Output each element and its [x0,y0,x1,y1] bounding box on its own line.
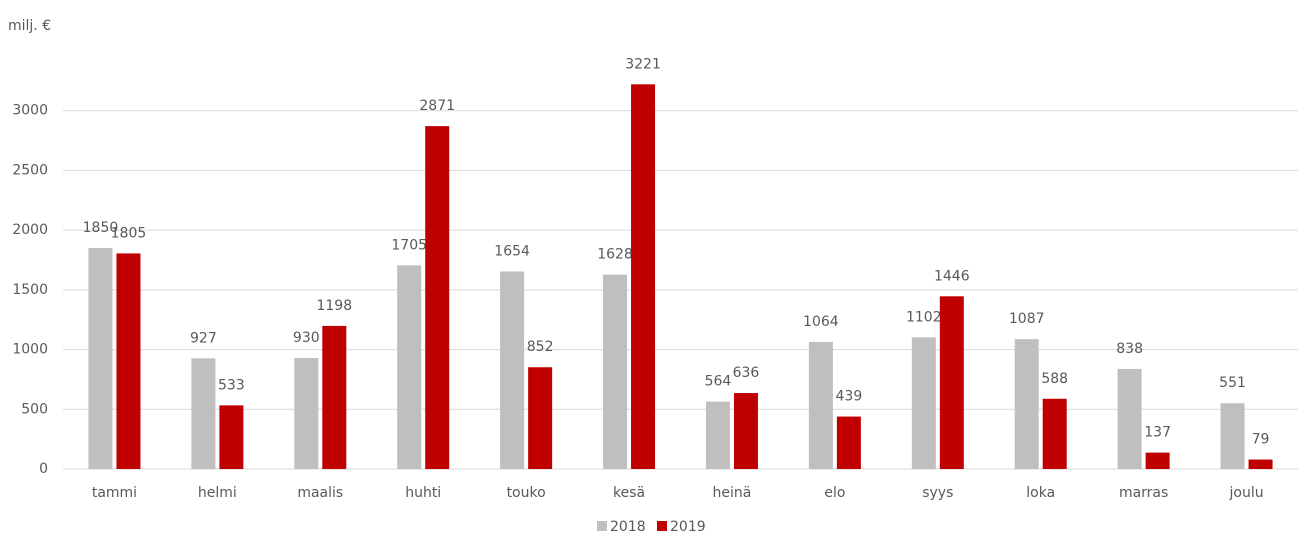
bar [219,405,244,469]
bar [733,393,758,469]
bar [1117,368,1142,469]
bar [1220,403,1245,469]
bar [911,337,936,469]
x-tick-label: joulu [1228,485,1263,501]
y-tick-label: 1000 [12,342,48,358]
y-tick-label: 2500 [12,162,48,178]
x-tick-label: helmi [198,485,237,501]
bar [631,84,656,470]
data-label: 636 [733,365,760,381]
data-label: 838 [1116,341,1143,357]
x-tick-label: loka [1026,485,1055,501]
x-tick-label: marras [1119,485,1168,501]
data-label: 588 [1041,371,1068,387]
data-label: 79 [1252,432,1270,448]
data-label: 564 [705,374,732,390]
bar [1248,459,1273,469]
y-tick-label: 500 [21,401,48,417]
data-label: 1850 [83,220,119,236]
bar [116,253,141,469]
data-label: 852 [527,339,554,355]
legend-swatch [597,521,607,531]
data-label: 1805 [111,225,147,241]
data-label: 137 [1144,425,1171,441]
data-label: 551 [1219,375,1246,391]
data-label: 1628 [597,247,633,263]
x-tick-label: tammi [92,485,137,501]
bar [1042,398,1067,469]
y-tick-label: 3000 [12,103,48,119]
data-label: 439 [836,389,863,405]
bar [88,248,113,469]
data-label: 930 [293,330,320,346]
x-tick-label: huhti [405,485,441,501]
data-label: 1446 [934,268,970,284]
legend-swatch [657,521,667,531]
bar [939,296,964,469]
bar [808,341,833,469]
data-label: 1102 [906,309,942,325]
data-label: 3221 [625,56,661,72]
data-label: 533 [218,377,245,393]
data-label: 927 [190,330,217,346]
y-tick-label: 0 [39,461,48,477]
bar [603,274,628,469]
bar [1014,339,1039,469]
x-tick-label: heinä [713,485,752,501]
data-label: 2871 [419,98,455,114]
bar [500,271,525,469]
x-tick-label: maalis [297,485,343,501]
y-axis-label: milj. € [8,18,51,34]
bar [1145,452,1170,469]
data-label: 1705 [391,237,427,253]
bar [191,358,216,469]
x-tick-label: elo [824,485,845,501]
x-tick-label: syys [922,485,953,501]
x-tick-label: touko [507,485,546,501]
bar [705,401,730,469]
y-tick-label: 2000 [12,222,48,238]
bar [836,416,861,469]
data-label: 1064 [803,314,839,330]
x-tick-label: kesä [613,485,645,501]
data-label: 1198 [316,298,352,314]
bar [294,357,319,469]
bar [528,367,553,469]
legend-label: 2018 [610,519,646,534]
data-label: 1087 [1009,311,1045,327]
y-tick-label: 1500 [12,282,48,298]
legend-label: 2019 [670,519,706,534]
bar [397,265,422,469]
data-label: 1654 [494,243,530,259]
bar [322,325,347,469]
bar [425,126,450,469]
